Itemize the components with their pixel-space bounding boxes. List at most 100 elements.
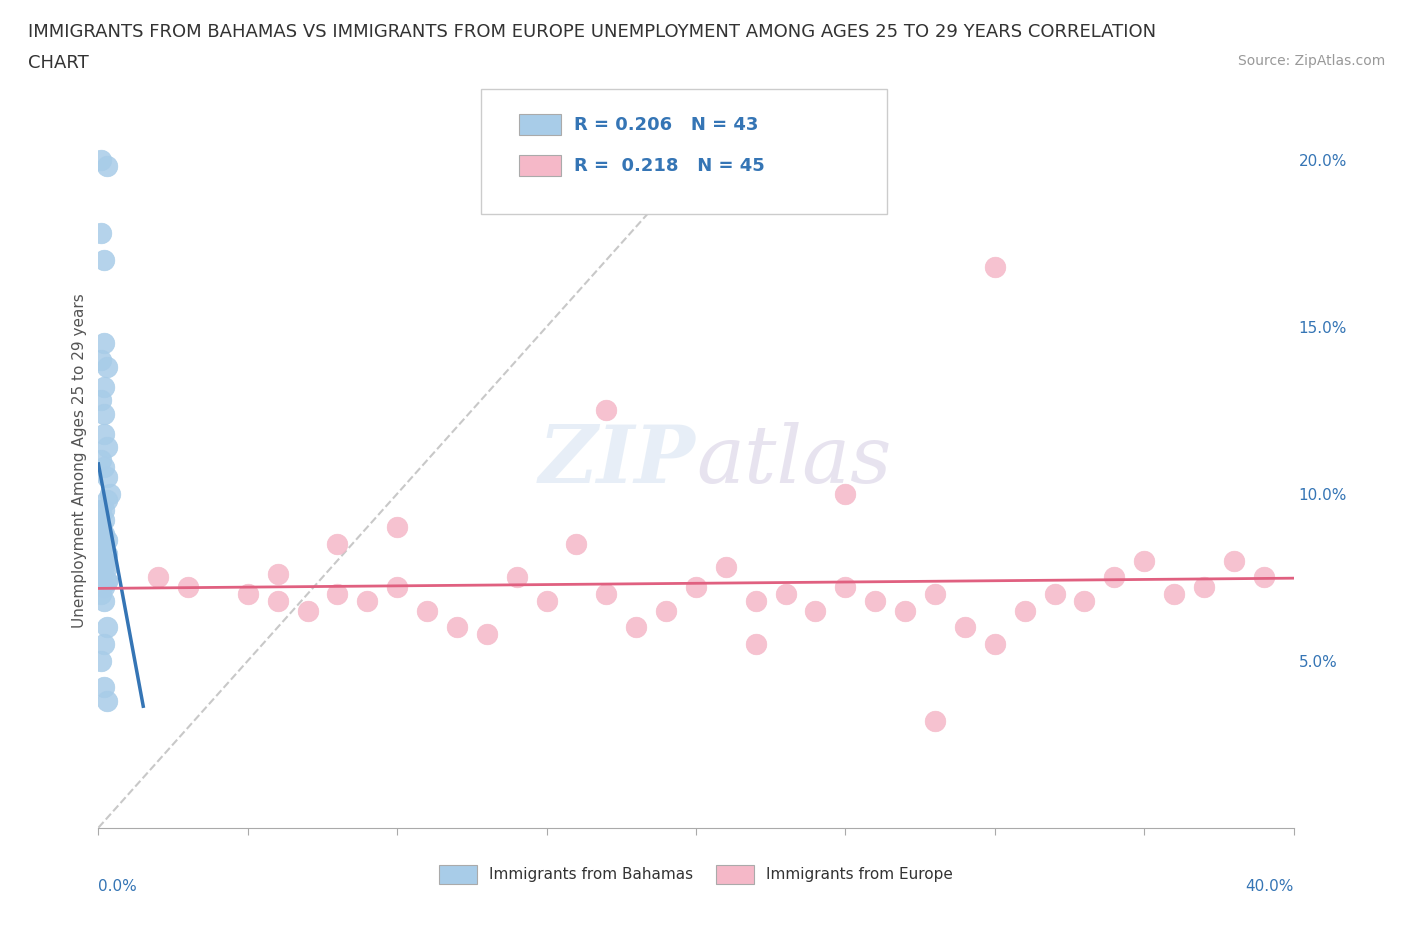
Point xyxy=(804,604,827,618)
Point xyxy=(267,566,290,581)
Point xyxy=(93,680,115,695)
Point xyxy=(96,620,118,635)
Point xyxy=(177,579,200,594)
Point xyxy=(96,560,118,575)
Point xyxy=(1163,587,1185,602)
Point xyxy=(90,566,112,581)
Point xyxy=(90,543,112,558)
Point xyxy=(90,520,112,535)
Point xyxy=(93,526,115,541)
Point xyxy=(90,520,112,535)
Point xyxy=(626,620,648,635)
Text: Source: ZipAtlas.com: Source: ZipAtlas.com xyxy=(1237,54,1385,68)
Point xyxy=(536,593,558,608)
Point xyxy=(834,579,856,594)
Point xyxy=(96,694,118,709)
Text: IMMIGRANTS FROM BAHAMAS VS IMMIGRANTS FROM EUROPE UNEMPLOYMENT AMONG AGES 25 TO : IMMIGRANTS FROM BAHAMAS VS IMMIGRANTS FR… xyxy=(28,23,1156,41)
Legend: Immigrants from Bahamas, Immigrants from Europe: Immigrants from Bahamas, Immigrants from… xyxy=(433,859,959,890)
Point xyxy=(924,587,946,602)
Point xyxy=(385,520,409,535)
Point xyxy=(446,620,468,635)
Point xyxy=(96,547,118,562)
Point xyxy=(326,537,349,551)
Point xyxy=(834,486,856,501)
Point xyxy=(1253,570,1275,585)
Point xyxy=(416,604,439,618)
Point xyxy=(865,593,887,608)
Point xyxy=(90,653,112,668)
Point xyxy=(96,440,118,455)
Point xyxy=(1192,579,1215,594)
Point xyxy=(685,579,707,594)
Point xyxy=(236,587,259,602)
Point xyxy=(475,627,498,642)
Point xyxy=(93,336,115,351)
Point xyxy=(1043,587,1066,602)
Point xyxy=(745,593,768,608)
Point xyxy=(90,566,112,581)
Point xyxy=(93,379,115,394)
Point xyxy=(96,573,118,588)
Point xyxy=(1073,593,1095,608)
Text: atlas: atlas xyxy=(696,421,891,499)
Point xyxy=(1133,553,1156,568)
Point xyxy=(93,426,115,441)
Text: R =  0.218   N = 45: R = 0.218 N = 45 xyxy=(574,157,765,175)
FancyBboxPatch shape xyxy=(519,114,561,135)
Point xyxy=(93,553,115,568)
Point xyxy=(96,493,118,508)
Point xyxy=(90,226,112,241)
Point xyxy=(93,637,115,652)
Text: 0.0%: 0.0% xyxy=(98,879,138,894)
Point xyxy=(96,359,118,374)
Point xyxy=(93,593,115,608)
Point xyxy=(93,553,115,568)
Point xyxy=(93,560,115,575)
Point xyxy=(953,620,976,635)
Point xyxy=(148,570,170,585)
Point xyxy=(90,503,112,518)
FancyBboxPatch shape xyxy=(481,89,887,214)
Point xyxy=(96,470,118,485)
Point xyxy=(745,637,768,652)
Point xyxy=(565,537,588,551)
Point xyxy=(984,259,1007,274)
Point xyxy=(93,513,115,528)
Point xyxy=(655,604,678,618)
FancyBboxPatch shape xyxy=(519,155,561,176)
Point xyxy=(90,453,112,468)
Point xyxy=(984,637,1007,652)
Point xyxy=(385,579,409,594)
Point xyxy=(595,403,617,418)
Point xyxy=(1014,604,1036,618)
Point xyxy=(90,587,112,602)
Point xyxy=(90,153,112,167)
Point xyxy=(267,593,290,608)
Text: CHART: CHART xyxy=(28,54,89,72)
Point xyxy=(595,587,617,602)
Point xyxy=(98,486,122,501)
Point xyxy=(356,593,378,608)
Point xyxy=(96,159,118,174)
Point xyxy=(506,570,529,585)
Point xyxy=(924,713,946,728)
Y-axis label: Unemployment Among Ages 25 to 29 years: Unemployment Among Ages 25 to 29 years xyxy=(72,293,87,628)
Text: ZIP: ZIP xyxy=(538,421,696,499)
Point xyxy=(297,604,319,618)
Point xyxy=(1104,570,1126,585)
Point xyxy=(714,560,737,575)
Text: R = 0.206   N = 43: R = 0.206 N = 43 xyxy=(574,115,758,134)
Point xyxy=(1223,553,1246,568)
Point xyxy=(90,352,112,367)
Point xyxy=(93,459,115,474)
Point xyxy=(93,537,115,551)
Point xyxy=(93,253,115,268)
Point xyxy=(775,587,797,602)
Point xyxy=(326,587,349,602)
Point xyxy=(96,573,118,588)
Point xyxy=(96,533,118,548)
Point xyxy=(93,406,115,421)
Point xyxy=(93,579,115,594)
Point xyxy=(894,604,917,618)
Point xyxy=(93,503,115,518)
